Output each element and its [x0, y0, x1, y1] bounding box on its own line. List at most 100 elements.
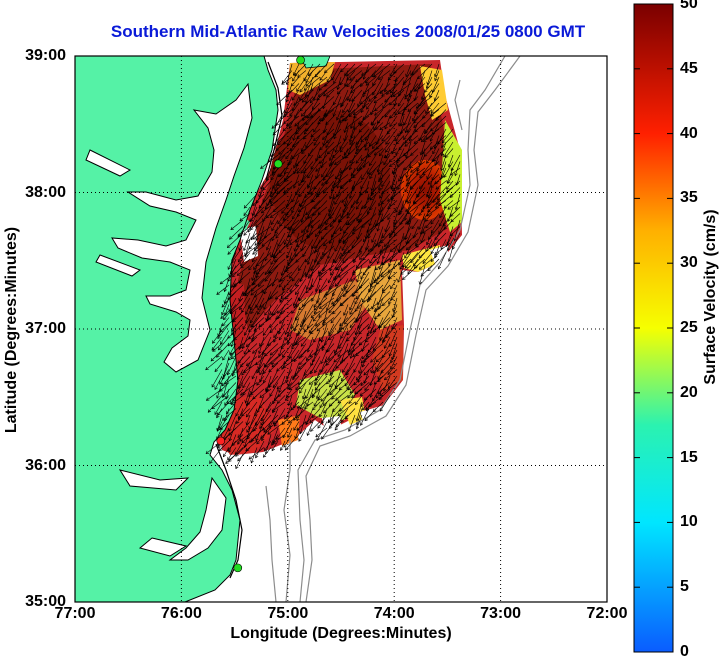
velocity-arrowhead — [334, 201, 338, 205]
velocity-arrowhead — [307, 215, 311, 219]
velocity-arrow — [334, 239, 342, 252]
velocity-arrowhead — [354, 289, 359, 294]
velocity-arrowhead — [278, 336, 283, 341]
velocity-arrowhead — [411, 225, 415, 230]
velocity-arrowhead — [367, 248, 372, 252]
velocity-arrow — [290, 135, 300, 152]
velocity-arrow — [403, 70, 412, 84]
velocity-arrowhead — [389, 258, 393, 262]
velocity-arrow — [373, 63, 391, 78]
velocity-arrow — [353, 323, 363, 341]
velocity-arrowhead — [307, 174, 311, 179]
velocity-arrowhead — [241, 345, 246, 350]
velocity-arrow — [418, 148, 426, 166]
velocity-arrow — [370, 278, 377, 288]
velocity-arrowhead — [369, 206, 373, 211]
velocity-arrowhead — [390, 285, 394, 290]
velocity-arrow — [287, 252, 293, 265]
velocity-arrowhead — [306, 432, 310, 437]
velocity-arrow — [430, 135, 447, 150]
velocity-arrowhead — [388, 276, 392, 280]
velocity-arrow — [357, 369, 363, 383]
velocity-arrowhead — [446, 241, 450, 246]
velocity-arrow — [292, 369, 300, 380]
velocity-arrow — [227, 440, 237, 451]
velocity-arrow — [340, 310, 349, 330]
velocity-arrow — [231, 349, 244, 359]
velocity-arrow — [407, 258, 419, 274]
velocity-arrowhead — [293, 427, 297, 431]
velocity-arrowhead — [258, 354, 262, 359]
velocity-arrow — [315, 427, 328, 438]
velocity-arrow — [207, 395, 223, 413]
velocity-arrow — [423, 148, 433, 157]
velocity-arrow — [320, 258, 328, 275]
velocity-arrowhead — [295, 283, 299, 287]
velocity-arrowhead — [351, 185, 355, 189]
velocity-arrowhead — [384, 114, 388, 118]
velocity-arrowhead — [449, 194, 454, 198]
velocity-arrow — [250, 304, 258, 314]
velocity-arrowhead — [349, 141, 353, 145]
velocity-arrow — [315, 317, 328, 327]
velocity-arrow — [395, 128, 405, 142]
colorbar-ticks — [634, 3, 673, 653]
velocity-arrow — [277, 174, 293, 186]
velocity-arrow — [318, 265, 335, 277]
velocity-arrow — [349, 167, 356, 183]
velocity-arrow — [366, 96, 377, 110]
velocity-arrow — [298, 193, 314, 207]
velocity-arrow — [246, 395, 258, 405]
velocity-arrowhead — [310, 314, 315, 318]
velocity-arrowhead — [376, 276, 381, 281]
velocity-arrow — [240, 245, 258, 259]
velocity-arrowhead — [283, 191, 287, 195]
velocity-arrow — [246, 336, 258, 347]
velocity-arrowhead — [346, 83, 350, 88]
velocity-arrowhead — [333, 135, 337, 140]
velocity-arrow — [393, 213, 398, 225]
velocity-arrow — [368, 239, 384, 252]
velocity-arrow — [232, 310, 244, 323]
velocity-arrow — [340, 161, 356, 174]
y-axis-label: Latitude (Degrees:Minutes) — [3, 226, 20, 434]
velocity-arrow — [427, 174, 440, 185]
velocity-arrow — [422, 161, 440, 175]
velocity-arrowhead — [377, 171, 382, 175]
velocity-arrow — [330, 180, 342, 192]
velocity-arrow — [316, 89, 328, 101]
velocity-arrowhead — [257, 311, 261, 315]
velocity-arrowhead — [391, 187, 396, 192]
velocity-arrow — [360, 148, 377, 161]
velocity-arrow — [287, 375, 300, 390]
velocity-arrowhead — [293, 405, 297, 409]
velocity-arrowhead — [366, 332, 370, 337]
velocity-arrow — [346, 63, 363, 77]
velocity-arrowhead — [341, 287, 345, 292]
velocity-arrow — [314, 369, 321, 385]
velocity-arrow — [270, 239, 279, 258]
velocity-arrow — [263, 291, 272, 310]
velocity-arrowhead — [371, 239, 375, 243]
velocity-arrow — [313, 239, 321, 254]
velocity-arrow — [325, 167, 335, 185]
velocity-arrowhead — [334, 260, 338, 264]
velocity-arrowhead — [334, 149, 338, 153]
velocity-arrow — [259, 414, 272, 429]
velocity-arrow — [382, 330, 391, 342]
velocity-arrowhead — [346, 73, 350, 77]
velocity-arrowhead — [296, 170, 301, 174]
velocity-arrow — [403, 226, 412, 240]
velocity-arrowhead — [298, 193, 303, 198]
velocity-arrowhead — [355, 206, 360, 210]
velocity-arrow — [359, 213, 370, 222]
velocity-arrow — [360, 265, 370, 279]
velocity-arrowhead — [365, 406, 369, 410]
velocity-arrow — [341, 96, 349, 107]
velocity-arrowhead — [294, 123, 298, 127]
velocity-arrow — [299, 356, 307, 365]
velocity-arrow — [432, 187, 447, 203]
velocity-arrow — [356, 304, 363, 322]
velocity-arrow — [393, 63, 405, 74]
velocity-arrowhead — [377, 313, 381, 317]
